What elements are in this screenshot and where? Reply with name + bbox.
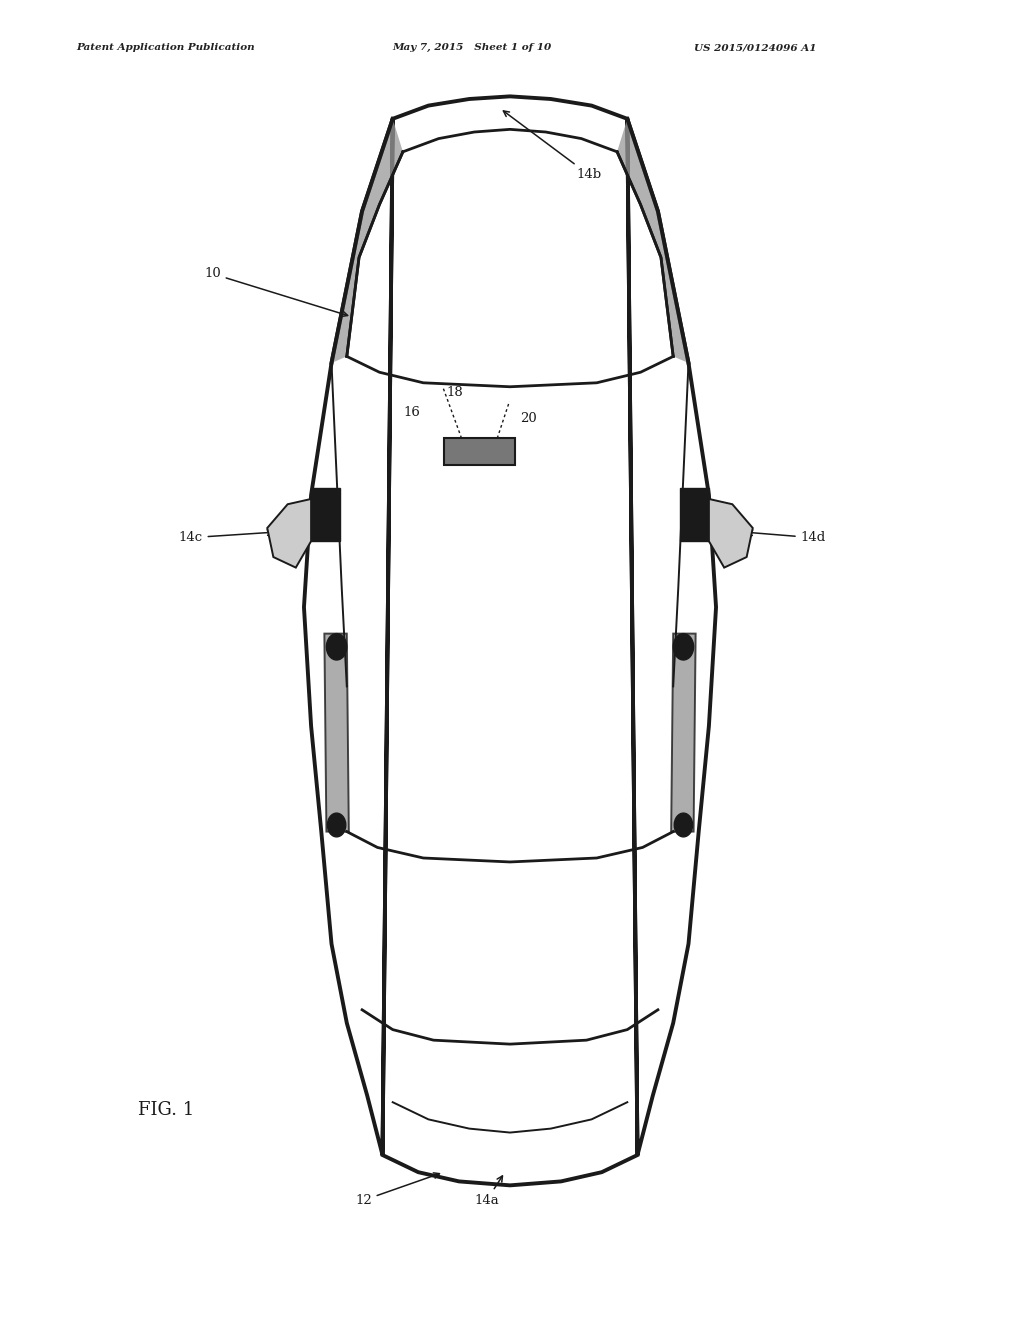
Circle shape (327, 813, 345, 837)
Text: Patent Application Publication: Patent Application Publication (76, 44, 255, 53)
Text: US 2015/0124096 A1: US 2015/0124096 A1 (693, 44, 815, 53)
Text: 14b: 14b (503, 111, 601, 181)
Text: May 7, 2015   Sheet 1 of 10: May 7, 2015 Sheet 1 of 10 (392, 44, 551, 53)
Circle shape (674, 813, 692, 837)
Polygon shape (324, 634, 348, 832)
Text: 16: 16 (404, 405, 421, 418)
Text: 12: 12 (355, 1173, 439, 1206)
Text: 14a: 14a (474, 1176, 502, 1206)
Text: 20: 20 (520, 412, 536, 425)
Circle shape (326, 634, 346, 660)
Circle shape (673, 634, 693, 660)
Text: 14c: 14c (178, 529, 273, 544)
Polygon shape (708, 499, 752, 568)
Polygon shape (616, 119, 688, 363)
Text: 18: 18 (446, 385, 463, 399)
Text: 10: 10 (204, 267, 347, 317)
Bar (443, 438, 515, 465)
Polygon shape (331, 119, 403, 363)
Bar (311, 488, 339, 541)
Text: FIG. 1: FIG. 1 (138, 1101, 194, 1119)
Bar (680, 488, 708, 541)
Text: 14d: 14d (746, 531, 825, 544)
Polygon shape (267, 499, 311, 568)
Polygon shape (671, 634, 695, 832)
Polygon shape (304, 96, 715, 1185)
